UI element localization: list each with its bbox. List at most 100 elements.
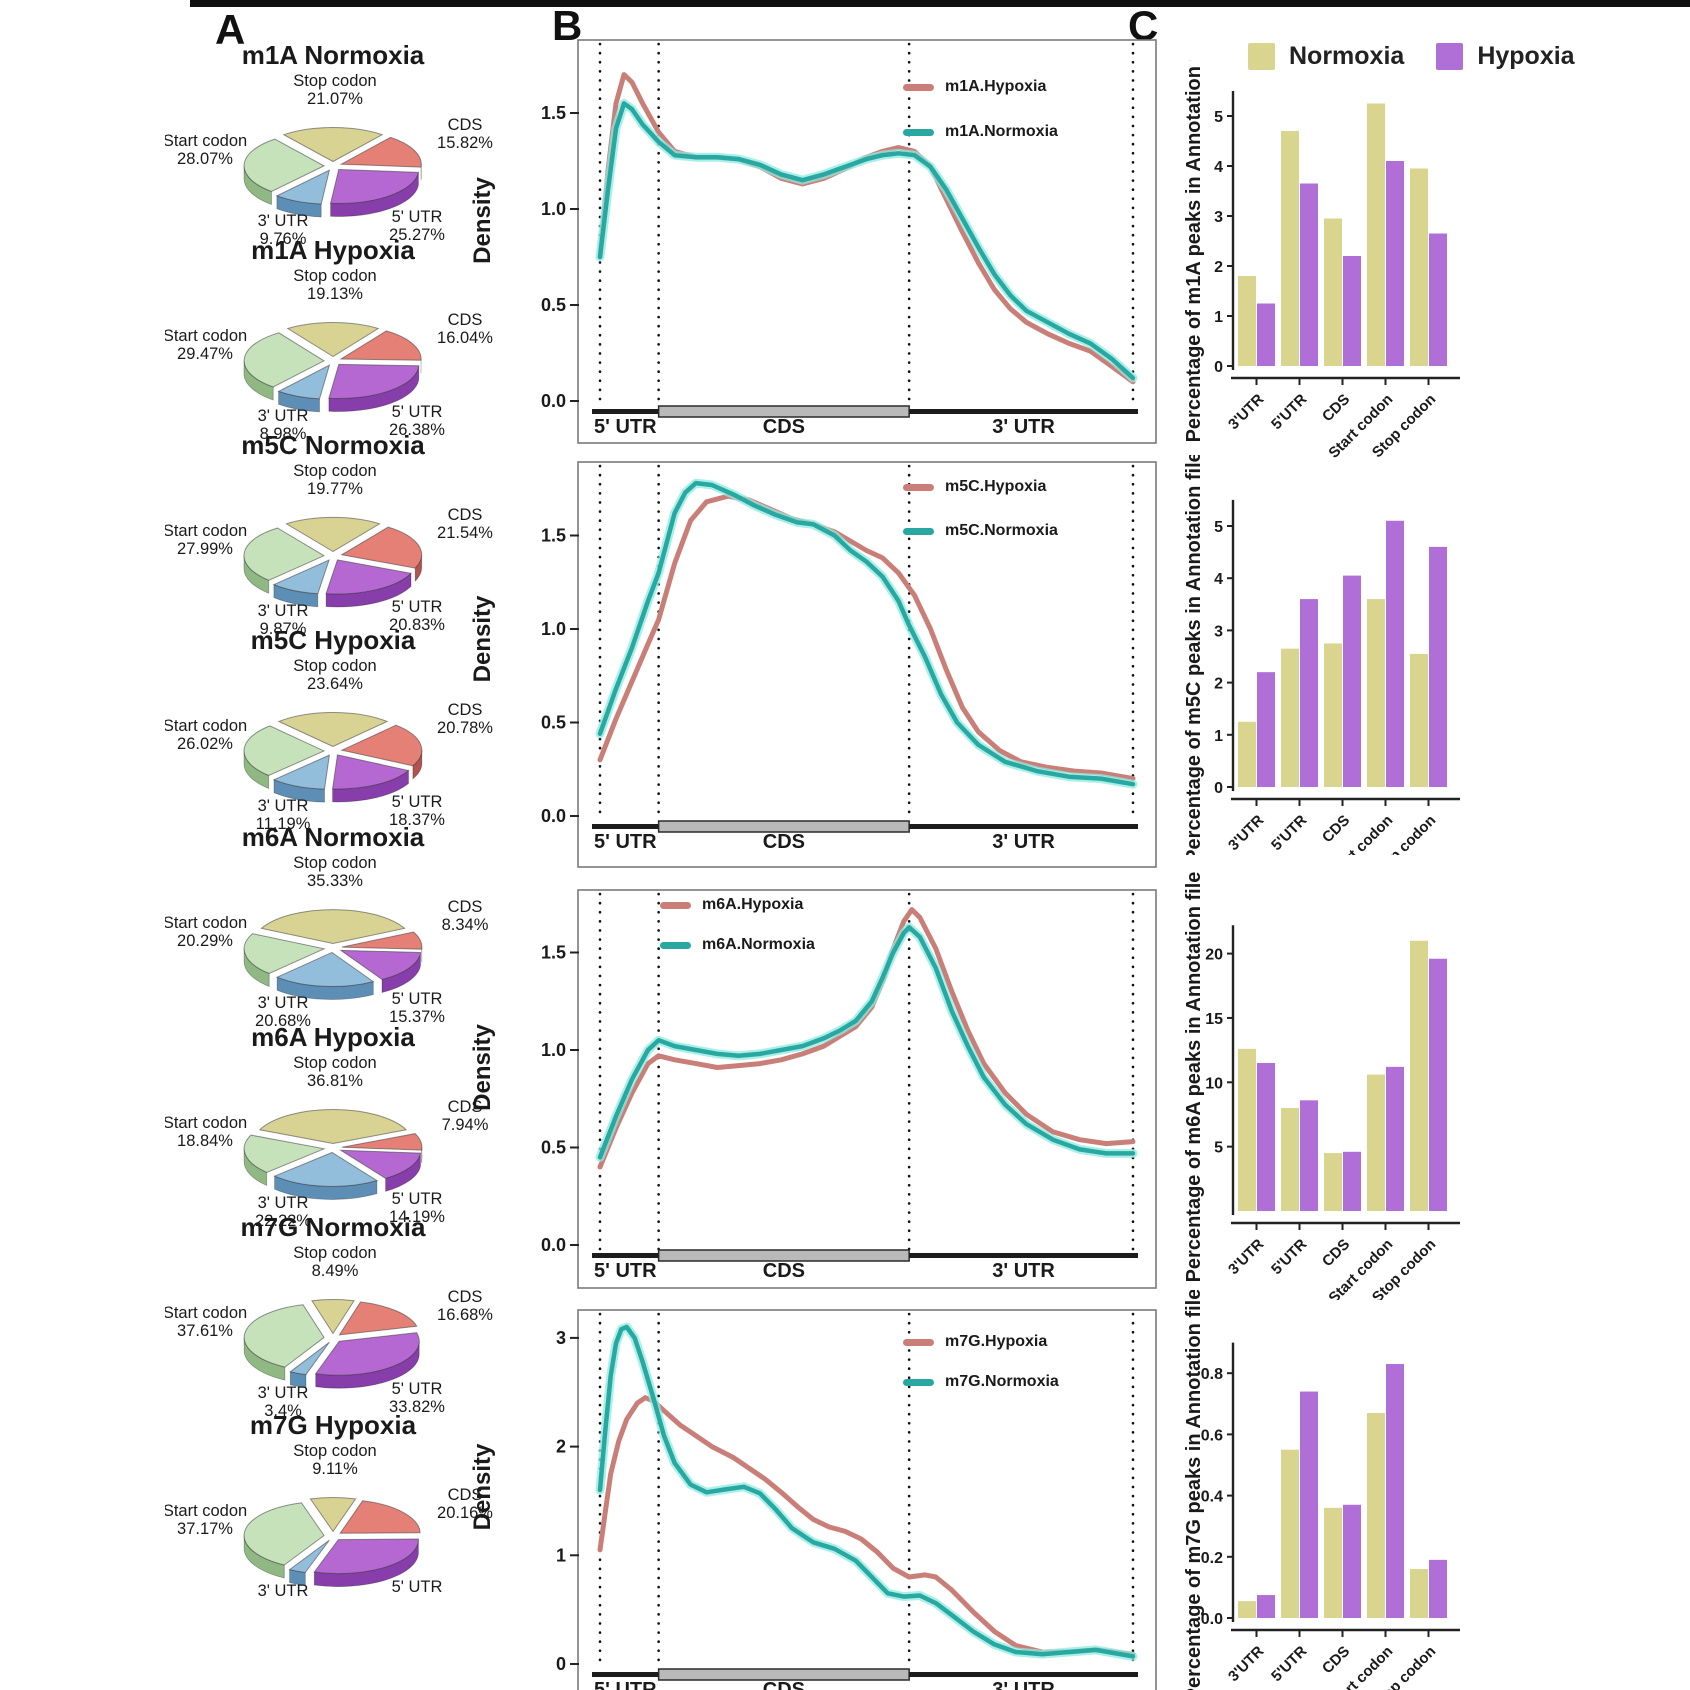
pie-slice-name-label: 5' UTR: [392, 403, 443, 421]
y-tick-label: 1.0: [541, 619, 566, 639]
x-category-label: CDS: [1319, 391, 1353, 425]
y-tick-label: 1.0: [541, 199, 566, 219]
bar-normoxia-5-utr: [1281, 131, 1299, 366]
pie-slice-name-label: CDS: [448, 1098, 483, 1116]
pie-slice-name-label: Start codon: [165, 522, 247, 540]
pie-slice-pct-label: 8.34%: [442, 916, 489, 934]
bar-chart-m5c-svg: Percentage of m5C peaks in Annotation fi…: [1183, 451, 1460, 883]
y-tick-label: 10: [1205, 1075, 1223, 1092]
legend-series-label: m6A.Hypoxia: [702, 896, 803, 913]
density-plot-m5c: Density 0.0 0.5 1.0 1.5 5' UTR CDS 3' UTR m5C.Hy…: [460, 450, 1170, 875]
plot-frame: [577, 39, 1157, 444]
pie-slice-start-codon: [243, 1134, 326, 1173]
density-plot-m1a: Density 0.0 0.5 1.0 1.5 5' UTR CDS 3' UTR m1A.Hy…: [460, 28, 1170, 453]
legend-series-label: m5C.Hypoxia: [945, 478, 1046, 495]
pie-slice-name-label: Start codon: [165, 327, 247, 345]
pie-slice-start-codon: [243, 332, 326, 388]
pie-title: m6A Hypoxia: [251, 1022, 415, 1052]
pie-slice-name-label: 3' UTR: [258, 1194, 309, 1212]
region-label: 3' UTR: [992, 416, 1055, 438]
pie-slice-name-label: Start codon: [165, 1304, 247, 1322]
legend-series-label: m5C.Normoxia: [945, 522, 1058, 539]
pie-slice-pct-label: 26.38%: [389, 421, 445, 439]
y-tick-label: 4: [1214, 571, 1223, 588]
pie-slice-5-utr: [329, 168, 420, 204]
pie-chart-m1a-normoxia: m1A Normoxia Stop codon 21.07% CDS 15.82% 5' …: [163, 34, 505, 259]
gene-model-3utr-bar: [909, 1672, 1138, 1677]
bar-chart-m6a-svg: Percentage of m6A peaks in Annotation fi…: [1183, 872, 1460, 1307]
pie-slice-pct-label: 18.84%: [177, 1132, 233, 1150]
bar-hypoxia-cds: [1343, 1151, 1361, 1211]
pie-slice-pct-label: 25.27%: [389, 226, 445, 244]
pie-slice-pct-label: 23.64%: [307, 675, 363, 693]
bar-chart-m1a-svg: Percentage of m1A peaks in Annotation fi…: [1183, 32, 1460, 462]
legend-series-label: m1A.Normoxia: [945, 123, 1058, 140]
pie-slice-name-label: 5' UTR: [392, 1190, 443, 1208]
panel-label-a: A: [215, 6, 246, 53]
density-curve-hypoxia: [597, 72, 1136, 385]
region-label: CDS: [763, 1679, 805, 1690]
region-label: 5' UTR: [594, 416, 657, 438]
pie-slice-pct-label: 16.68%: [437, 1306, 493, 1324]
density-plot-m7g: Density 0 1 2 3 5' UTR CDS 3' UTR m7G.Hypoxia m7G…: [460, 1298, 1170, 1690]
pie-slice-name-label: Start codon: [165, 132, 247, 150]
bar-hypoxia-5-utr: [1300, 599, 1318, 787]
pie-slice-start-codon: [243, 138, 326, 193]
pie-slice-pct-label: 20.29%: [177, 932, 233, 950]
y-tick-label: 0.8: [1201, 1366, 1223, 1383]
pie-title: m6A Normoxia: [242, 822, 425, 852]
y-tick-label: 4: [1214, 159, 1223, 176]
pie-slice-name-label: CDS: [448, 506, 483, 524]
bar-hypoxia-cds: [1343, 1504, 1361, 1618]
y-tick-label: 0: [556, 1654, 566, 1674]
bar-normoxia-start-codon: [1367, 1074, 1385, 1211]
bar-normoxia-stop-codon: [1410, 1569, 1428, 1618]
pie-slice-pct-label: 18.37%: [389, 811, 445, 829]
pie-slice-cds: [340, 724, 423, 767]
bar-chart-m7g: Percentage of m7G peaks in Annotation fi…: [1120, 1289, 1690, 1690]
plot-frame: [577, 889, 1157, 1289]
legend-line-swatch: [660, 942, 691, 949]
pie-slice-pct-label: 20.78%: [437, 719, 493, 737]
legend-line-swatch: [903, 528, 934, 535]
pie-slice-name-label: 3' UTR: [258, 407, 309, 425]
y-tick-label: 5: [1214, 1140, 1223, 1157]
bar-normoxia-start-codon: [1367, 599, 1385, 787]
y-tick-label: 0: [1214, 359, 1223, 376]
bar-hypoxia-3-utr: [1257, 303, 1275, 366]
bar-normoxia-cds: [1324, 643, 1342, 787]
legend-series-label: m7G.Hypoxia: [945, 1333, 1047, 1350]
pie-slice-pct-label: 9.87%: [260, 620, 307, 638]
pie-slice-stop-codon: [286, 322, 380, 358]
pie-slice-name-label: Stop codon: [293, 1442, 376, 1460]
pie-slice-name-label: Stop codon: [293, 267, 376, 285]
bar-hypoxia-stop-codon: [1429, 233, 1447, 366]
bar-normoxia-5-utr: [1281, 1449, 1299, 1618]
pie-slice-3-utr: [275, 951, 375, 987]
pie-slice-pct-label: 33.82%: [389, 1398, 445, 1416]
y-tick-label: 20: [1205, 947, 1223, 964]
density-y-axis-title: Density: [469, 1024, 496, 1111]
y-tick-label: 2: [1214, 259, 1223, 276]
x-category-label: 3'UTR: [1225, 1236, 1267, 1278]
legend-series-label: m1A.Hypoxia: [945, 78, 1046, 95]
density-curve-normoxia: [597, 480, 1136, 787]
legend-line-swatch: [903, 484, 934, 491]
bar-normoxia-3-utr: [1238, 1601, 1256, 1618]
density-y-axis-title: Density: [469, 595, 496, 682]
density-y-axis-title: Density: [469, 177, 496, 264]
pie-slice-cds: [341, 931, 423, 950]
pie-slice-stop-codon: [311, 1298, 355, 1335]
bar-hypoxia-3-utr: [1257, 672, 1275, 787]
pie-slice-pct-label: 19.13%: [307, 285, 363, 303]
pie-slice-cds: [339, 136, 422, 168]
region-label: 3' UTR: [992, 1260, 1055, 1282]
gene-model-5utr-bar: [592, 409, 659, 414]
bar-chart-m6a: Percentage of m6A peaks in Annotation fi…: [1120, 870, 1690, 1307]
legend-series-label: m7G.Normoxia: [945, 1373, 1059, 1390]
pie-slice-stop-codon: [309, 1497, 357, 1533]
y-tick-label: 15: [1205, 1011, 1223, 1028]
bar-hypoxia-5-utr: [1300, 1391, 1318, 1618]
